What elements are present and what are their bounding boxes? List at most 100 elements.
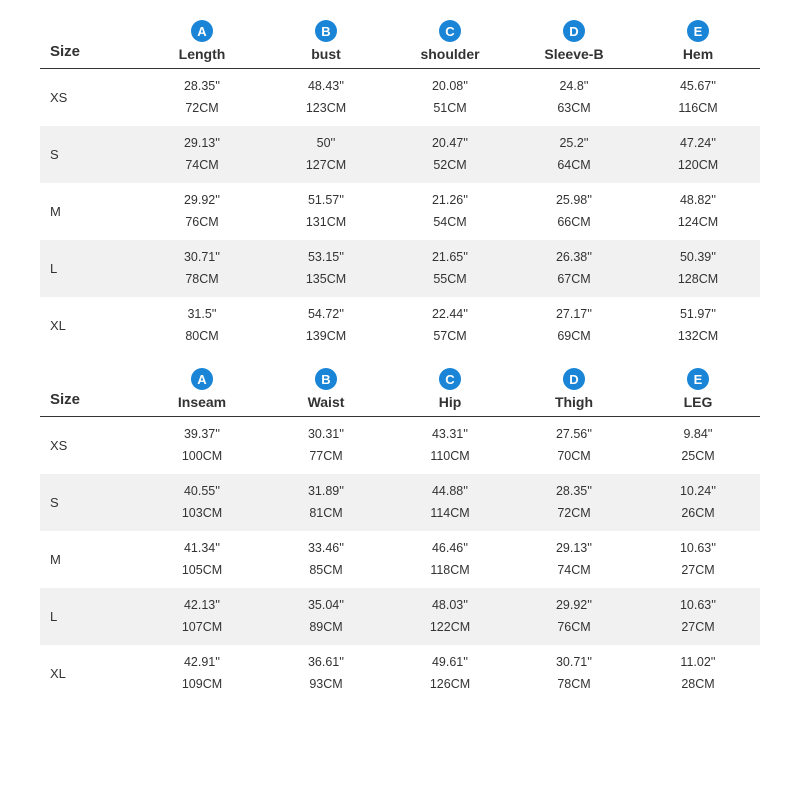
value-cm: 123CM <box>264 98 388 119</box>
header-col-bust: Bbust <box>264 20 388 62</box>
value-cm: 105CM <box>140 560 264 581</box>
value-inches: 30.71'' <box>140 247 264 268</box>
header-col-hem: EHem <box>636 20 760 62</box>
value-inches: 21.26'' <box>388 190 512 211</box>
value-inches: 28.35'' <box>512 481 636 502</box>
value-cm: 52CM <box>388 155 512 176</box>
measurement-cell: 36.61''93CM <box>264 652 388 695</box>
measurement-cell: 29.92''76CM <box>512 595 636 638</box>
measurement-cell: 20.08''51CM <box>388 76 512 119</box>
value-inches: 24.8'' <box>512 76 636 97</box>
table-row: M41.34''105CM33.46''85CM46.46''118CM29.1… <box>40 531 760 588</box>
measurement-cell: 30.71''78CM <box>140 247 264 290</box>
header-col-waist: BWaist <box>264 368 388 410</box>
value-cm: 78CM <box>140 269 264 290</box>
measurement-cell: 50''127CM <box>264 133 388 176</box>
header-col-shoulder: Cshoulder <box>388 20 512 62</box>
column-letter-icon: A <box>191 20 213 42</box>
table-row: L42.13''107CM35.04''89CM48.03''122CM29.9… <box>40 588 760 645</box>
measurement-cell: 54.72''139CM <box>264 304 388 347</box>
value-inches: 35.04'' <box>264 595 388 616</box>
row-size-label: XS <box>40 90 140 105</box>
value-inches: 27.17'' <box>512 304 636 325</box>
value-inches: 10.24'' <box>636 481 760 502</box>
measurement-cell: 21.26''54CM <box>388 190 512 233</box>
measurement-cell: 33.46''85CM <box>264 538 388 581</box>
value-inches: 10.63'' <box>636 538 760 559</box>
measurement-cell: 51.97''132CM <box>636 304 760 347</box>
value-inches: 54.72'' <box>264 304 388 325</box>
value-cm: 120CM <box>636 155 760 176</box>
measurement-cell: 10.63''27CM <box>636 538 760 581</box>
measurement-cell: 41.34''105CM <box>140 538 264 581</box>
column-label: Thigh <box>555 394 593 410</box>
value-inches: 25.2'' <box>512 133 636 154</box>
value-cm: 132CM <box>636 326 760 347</box>
value-cm: 77CM <box>264 446 388 467</box>
value-inches: 11.02'' <box>636 652 760 673</box>
value-cm: 70CM <box>512 446 636 467</box>
value-cm: 100CM <box>140 446 264 467</box>
value-cm: 28CM <box>636 674 760 695</box>
value-cm: 116CM <box>636 98 760 119</box>
measurement-cell: 26.38''67CM <box>512 247 636 290</box>
value-inches: 50'' <box>264 133 388 154</box>
value-inches: 33.46'' <box>264 538 388 559</box>
value-inches: 44.88'' <box>388 481 512 502</box>
value-cm: 135CM <box>264 269 388 290</box>
measurement-cell: 29.13''74CM <box>140 133 264 176</box>
value-cm: 107CM <box>140 617 264 638</box>
value-inches: 48.43'' <box>264 76 388 97</box>
value-inches: 45.67'' <box>636 76 760 97</box>
measurement-cell: 10.63''27CM <box>636 595 760 638</box>
measurement-cell: 48.43''123CM <box>264 76 388 119</box>
value-cm: 103CM <box>140 503 264 524</box>
column-label: Hem <box>683 46 713 62</box>
measurement-cell: 24.8''63CM <box>512 76 636 119</box>
value-inches: 29.13'' <box>140 133 264 154</box>
value-cm: 80CM <box>140 326 264 347</box>
value-inches: 9.84'' <box>636 424 760 445</box>
measurement-cell: 42.13''107CM <box>140 595 264 638</box>
value-inches: 20.08'' <box>388 76 512 97</box>
value-inches: 29.92'' <box>140 190 264 211</box>
column-label: Sleeve-B <box>544 46 603 62</box>
value-inches: 36.61'' <box>264 652 388 673</box>
measurement-cell: 45.67''116CM <box>636 76 760 119</box>
table-row: XS28.35''72CM48.43''123CM20.08''51CM24.8… <box>40 69 760 126</box>
row-size-label: L <box>40 609 140 624</box>
value-inches: 42.91'' <box>140 652 264 673</box>
value-inches: 51.57'' <box>264 190 388 211</box>
value-cm: 51CM <box>388 98 512 119</box>
measurement-cell: 53.15''135CM <box>264 247 388 290</box>
row-size-label: XL <box>40 666 140 681</box>
measurement-cell: 48.03''122CM <box>388 595 512 638</box>
value-cm: 57CM <box>388 326 512 347</box>
value-cm: 55CM <box>388 269 512 290</box>
measurement-cell: 25.98''66CM <box>512 190 636 233</box>
row-size-label: XS <box>40 438 140 453</box>
value-cm: 109CM <box>140 674 264 695</box>
measurement-cell: 9.84''25CM <box>636 424 760 467</box>
measurement-cell: 28.35''72CM <box>512 481 636 524</box>
value-inches: 25.98'' <box>512 190 636 211</box>
measurement-cell: 21.65''55CM <box>388 247 512 290</box>
value-cm: 131CM <box>264 212 388 233</box>
value-cm: 74CM <box>140 155 264 176</box>
value-cm: 85CM <box>264 560 388 581</box>
measurement-cell: 42.91''109CM <box>140 652 264 695</box>
value-inches: 22.44'' <box>388 304 512 325</box>
header-col-inseam: AInseam <box>140 368 264 410</box>
measurement-cell: 30.71''78CM <box>512 652 636 695</box>
size-table-0: SizeALengthBbustCshoulderDSleeve-BEHemXS… <box>40 20 760 354</box>
value-inches: 26.38'' <box>512 247 636 268</box>
measurement-cell: 50.39''128CM <box>636 247 760 290</box>
column-label: bust <box>311 46 341 62</box>
value-inches: 39.37'' <box>140 424 264 445</box>
measurement-cell: 48.82''124CM <box>636 190 760 233</box>
value-inches: 41.34'' <box>140 538 264 559</box>
column-label: Length <box>179 46 226 62</box>
table-row: XL42.91''109CM36.61''93CM49.61''126CM30.… <box>40 645 760 702</box>
value-cm: 27CM <box>636 560 760 581</box>
header-row: SizeAInseamBWaistCHipDThighELEG <box>40 368 760 417</box>
